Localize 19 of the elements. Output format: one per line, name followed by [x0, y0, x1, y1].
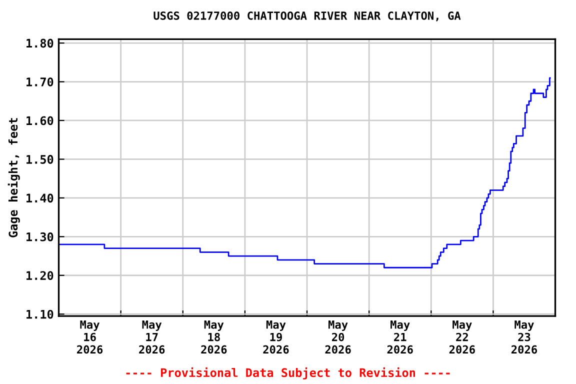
x-tick-label: May 21 2026: [387, 320, 413, 354]
y-tick-label: 1.40: [26, 194, 54, 203]
chart-title: USGS 02177000 CHATTOOGA RIVER NEAR CLAYTON, GA: [154, 11, 461, 22]
y-tick-label: 1.80: [26, 38, 54, 48]
y-tick-label: 1.50: [26, 154, 54, 164]
y-tick-label: 1.20: [26, 271, 54, 280]
x-tick-label: May 23 2026: [511, 320, 538, 354]
text: ---- Provisional Data Subject to Revision ----: [126, 367, 450, 380]
x-tick-label: May 17 2026: [139, 320, 165, 354]
x-tick-label: May 22 2026: [449, 320, 475, 354]
x-tick-label: May 16 2026: [77, 320, 103, 354]
y-tick-label: 1.10: [26, 310, 54, 319]
y-tick-label: 1.30: [26, 232, 54, 242]
x-tick-label: May 19 2026: [263, 320, 289, 354]
y-tick-label: 1.70: [26, 77, 54, 86]
y-axis-title: Gage height, feet: [8, 118, 20, 238]
x-tick-label: May 18 2026: [201, 320, 227, 354]
y-tick-label: 1.60: [26, 116, 54, 126]
x-tick-label: May 20 2026: [325, 320, 351, 354]
